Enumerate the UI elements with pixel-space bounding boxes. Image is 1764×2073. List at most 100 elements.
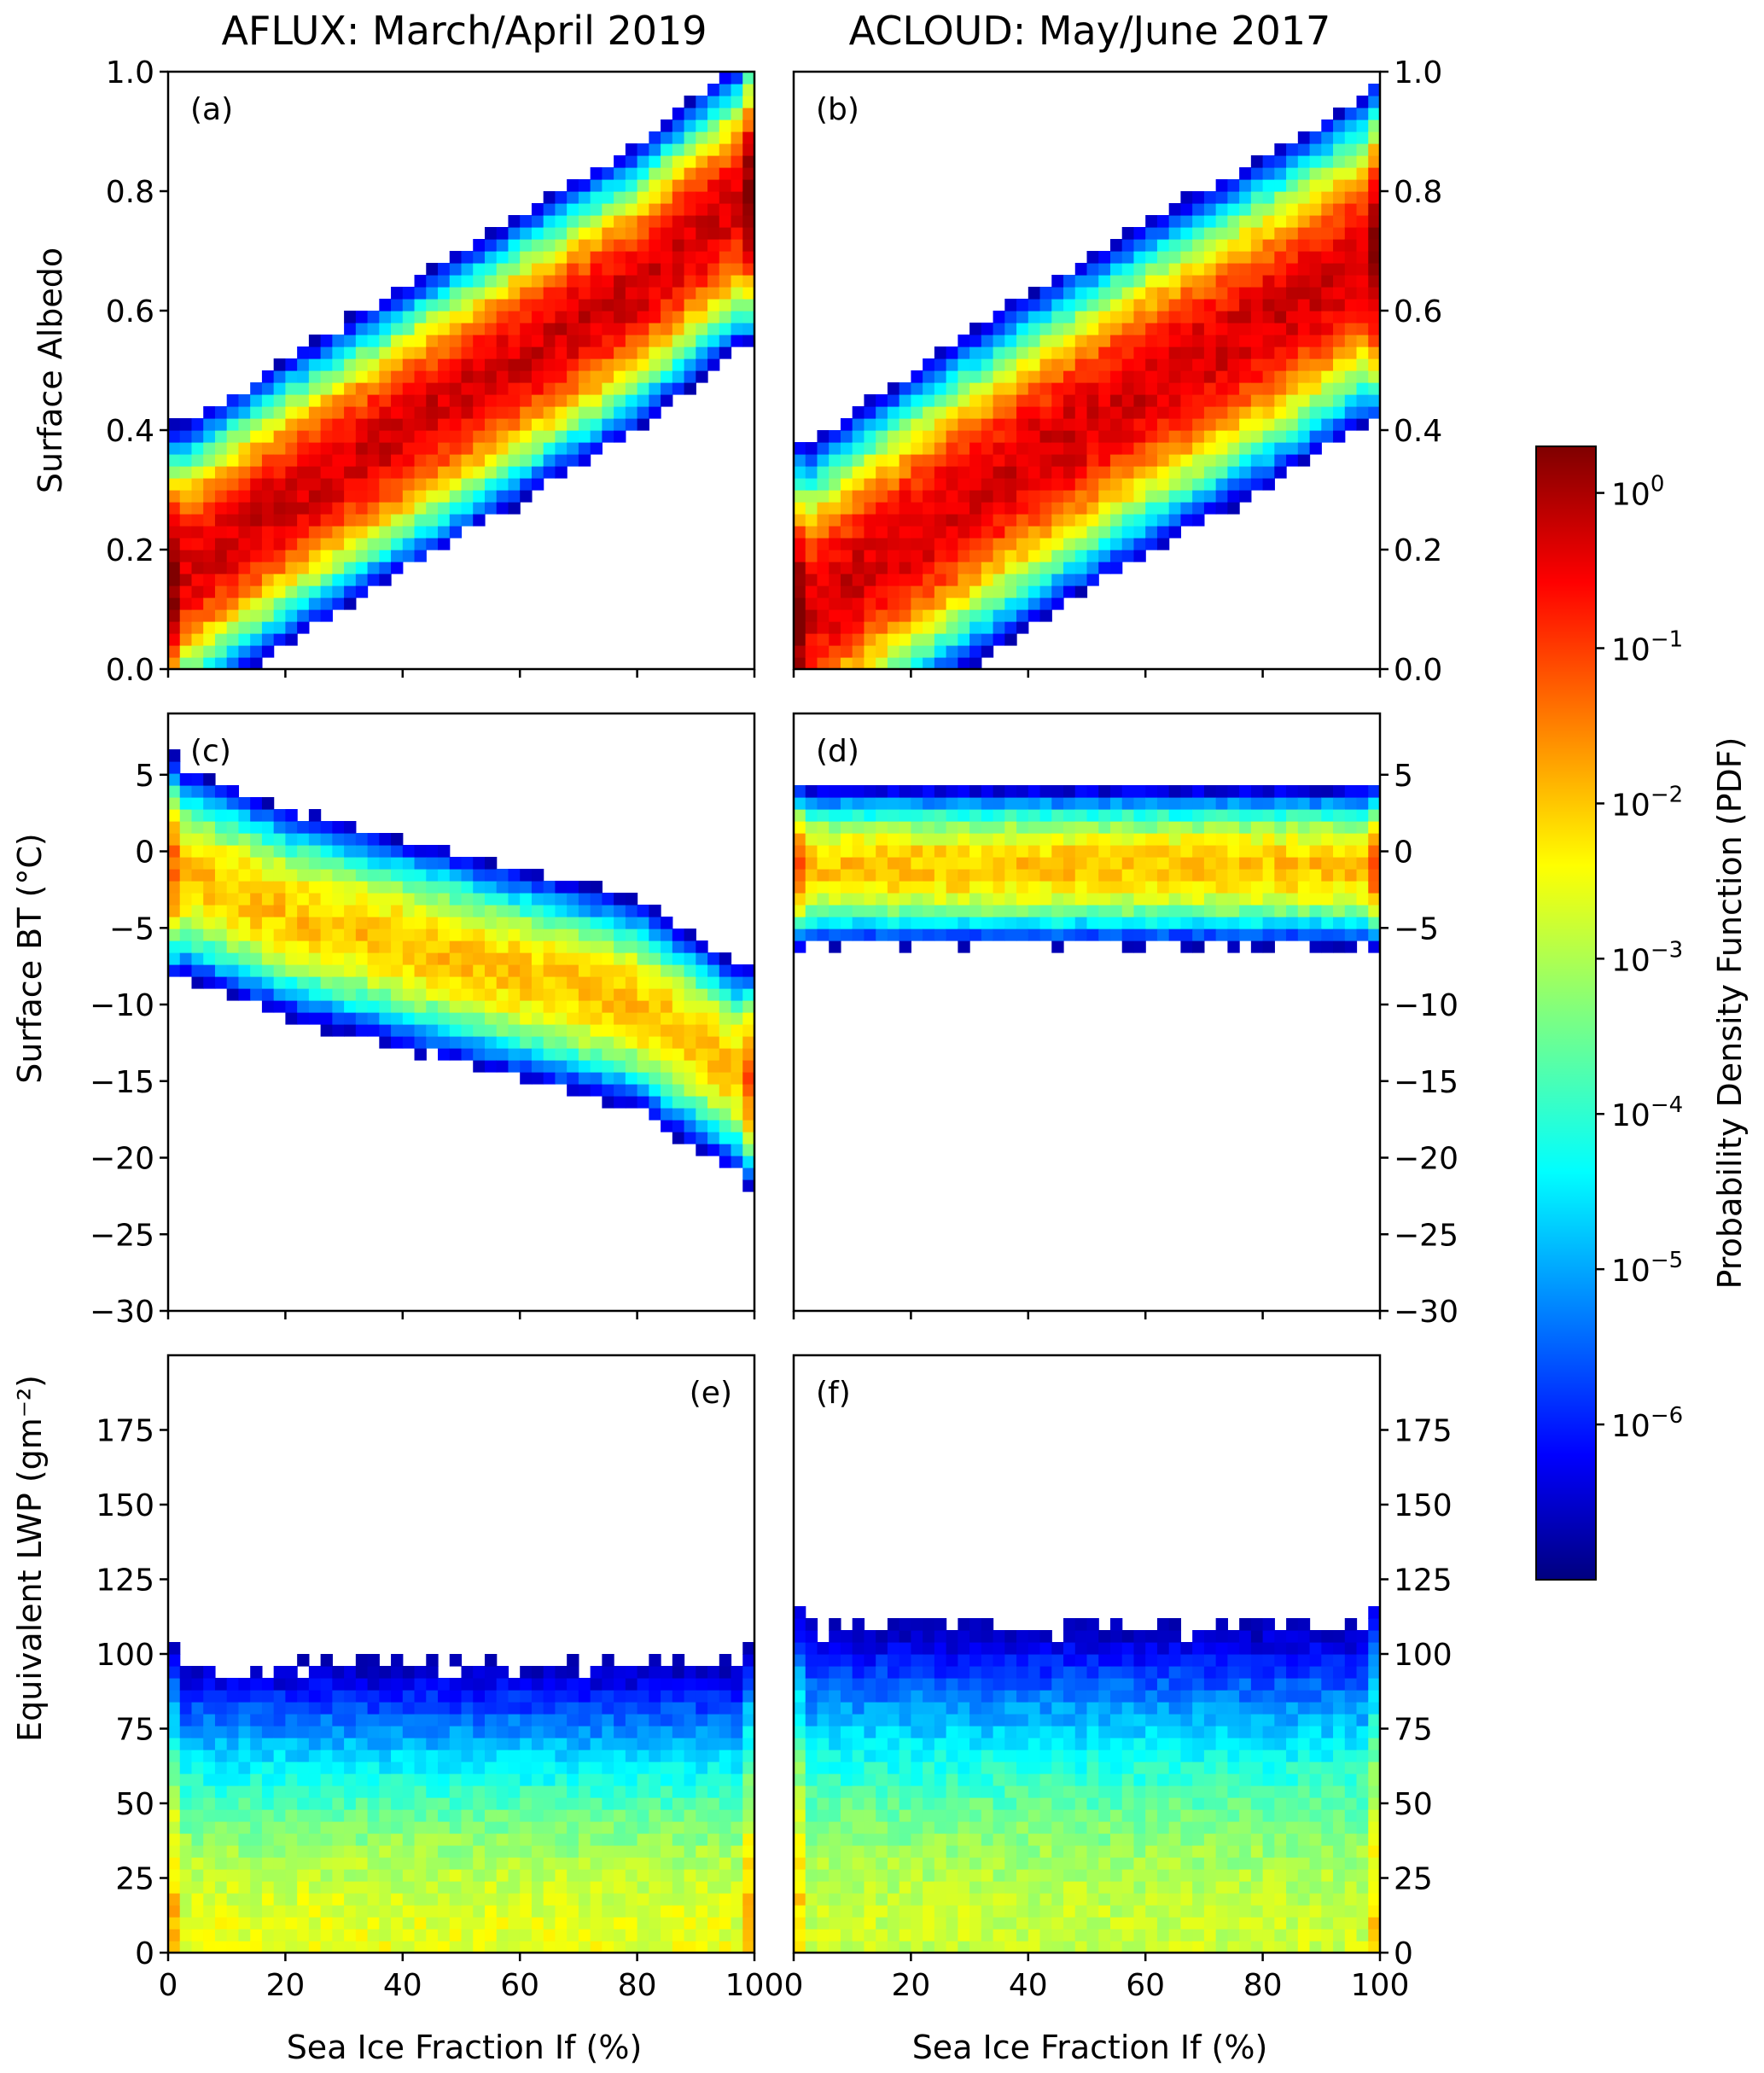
heatmap-cell	[1321, 275, 1334, 288]
heatmap-cell	[1321, 929, 1334, 941]
heatmap-cell	[1368, 143, 1381, 156]
heatmap-cell	[1297, 454, 1311, 467]
heatmap-cell	[426, 1761, 439, 1774]
heatmap-cell	[1180, 430, 1193, 443]
heatmap-cell	[1156, 526, 1170, 539]
heatmap-cell	[1121, 893, 1135, 905]
heatmap-cell	[414, 976, 427, 989]
heatmap-cell	[355, 1666, 369, 1679]
heatmap-cell	[1109, 442, 1123, 455]
heatmap-cell	[297, 1941, 310, 1954]
heatmap-cell	[1356, 143, 1369, 156]
heatmap-cell	[958, 346, 970, 359]
heatmap-cell	[355, 1833, 369, 1846]
y-tick-label: −15	[1394, 1065, 1458, 1100]
heatmap-cell	[578, 929, 591, 941]
heatmap-cell	[308, 1917, 322, 1930]
y-tick-label: 0	[1394, 836, 1413, 871]
heatmap-cell	[923, 526, 935, 539]
heatmap-cell	[308, 964, 322, 977]
heatmap-cell	[555, 239, 568, 252]
heatmap-cell	[958, 335, 970, 347]
heatmap-cell	[1227, 406, 1240, 419]
heatmap-cell	[344, 562, 357, 574]
heatmap-cell	[261, 370, 275, 383]
heatmap-cell	[887, 833, 900, 846]
heatmap-cell	[1297, 323, 1311, 335]
heatmap-cell	[1239, 881, 1252, 894]
heatmap-cell	[684, 191, 696, 204]
heatmap-cell	[168, 1750, 181, 1762]
heatmap-cell	[438, 1714, 451, 1727]
heatmap-cell	[1333, 905, 1346, 917]
heatmap-cell	[344, 1024, 357, 1037]
heatmap-cell	[1250, 869, 1264, 882]
heatmap-cell	[414, 940, 427, 953]
heatmap-cell	[449, 323, 463, 335]
heatmap-cell	[981, 418, 994, 431]
heatmap-cell	[887, 857, 900, 870]
heatmap-cell	[168, 833, 181, 846]
heatmap-cell	[1039, 917, 1052, 929]
heatmap-cell	[449, 1012, 463, 1025]
heatmap-cell	[602, 1024, 614, 1037]
heatmap-cell	[911, 574, 923, 586]
heatmap-cell	[203, 442, 216, 455]
heatmap-cell	[1356, 917, 1369, 929]
heatmap-cell	[969, 857, 982, 870]
heatmap-cell	[946, 550, 958, 562]
heatmap-cell	[226, 609, 240, 622]
heatmap-cell	[1121, 287, 1135, 300]
heatmap-cell	[508, 370, 521, 383]
heatmap-cell	[1309, 227, 1322, 240]
heatmap-cell	[344, 1678, 357, 1691]
heatmap-cell	[308, 905, 322, 917]
heatmap-cell	[414, 430, 427, 443]
heatmap-cell	[1297, 370, 1311, 383]
heatmap-cell	[969, 574, 982, 586]
heatmap-cell	[484, 346, 498, 359]
heatmap-cell	[226, 550, 240, 562]
heatmap-cell	[484, 382, 498, 395]
heatmap-cell	[899, 609, 911, 622]
heatmap-cell	[285, 857, 298, 870]
heatmap-cell	[602, 239, 614, 252]
heatmap-cell	[203, 952, 216, 965]
heatmap-cell	[637, 370, 649, 383]
heatmap-cell	[1156, 227, 1170, 240]
heatmap-cell	[852, 585, 865, 598]
heatmap-cell	[555, 466, 568, 479]
heatmap-cell	[344, 1809, 357, 1822]
heatmap-cell	[308, 1702, 322, 1715]
heatmap-cell	[719, 191, 732, 204]
heatmap-cell	[191, 1761, 204, 1774]
heatmap-cell	[805, 454, 818, 467]
heatmap-cell	[332, 574, 345, 586]
heatmap-cell	[297, 1797, 310, 1810]
heatmap-cell	[379, 335, 392, 347]
heatmap-cell	[567, 1702, 579, 1715]
heatmap-cell	[438, 454, 451, 467]
heatmap-cell	[226, 430, 240, 443]
heatmap-cell	[391, 550, 404, 562]
heatmap-cell	[496, 394, 509, 407]
heatmap-cell	[661, 1048, 673, 1061]
heatmap-cell	[684, 952, 696, 965]
heatmap-cell	[438, 929, 451, 941]
heatmap-cell	[876, 785, 888, 798]
heatmap-cell	[1051, 881, 1064, 894]
heatmap-cell	[1145, 929, 1158, 941]
heatmap-cell	[191, 940, 204, 953]
heatmap-cell	[1344, 251, 1358, 264]
heatmap-cell	[355, 1785, 369, 1798]
heatmap-cell	[308, 1797, 322, 1810]
heatmap-cell	[297, 382, 310, 395]
heatmap-cell	[1133, 881, 1146, 894]
heatmap-cell	[1028, 538, 1041, 550]
heatmap-cell	[1274, 287, 1287, 300]
heatmap-cell	[449, 526, 463, 539]
heatmap-cell	[344, 833, 357, 846]
heatmap-cell	[191, 645, 204, 658]
heatmap-cell	[672, 1072, 685, 1085]
heatmap-cell	[484, 299, 498, 312]
